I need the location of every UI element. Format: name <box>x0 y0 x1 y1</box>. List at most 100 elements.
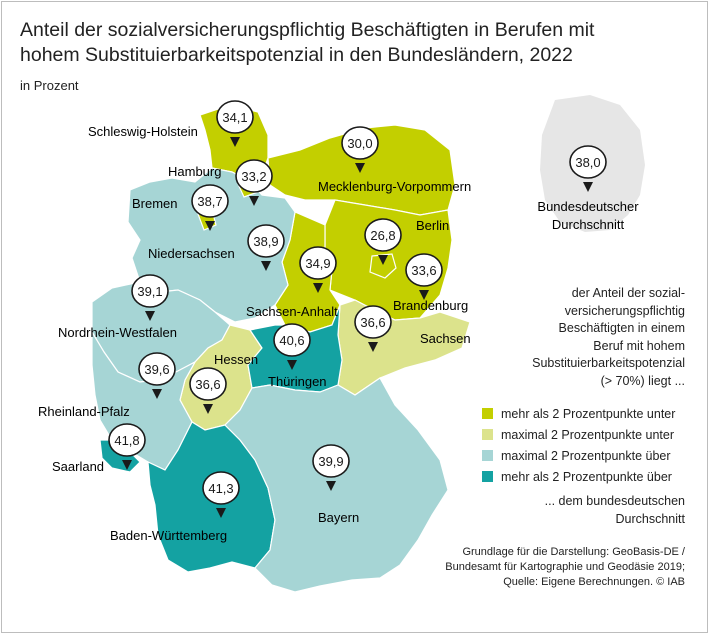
marker-value: 39,6 <box>144 362 169 377</box>
marker-bubble <box>202 471 240 505</box>
value-marker: 41,8 <box>108 423 146 470</box>
value-marker: 33,2 <box>235 159 273 206</box>
marker-pointer <box>249 196 259 206</box>
legend-label: mehr als 2 Prozentpunkte unter <box>501 406 676 421</box>
marker-value: 34,1 <box>222 110 247 125</box>
legend-label: mehr als 2 Prozentpunkte über <box>501 469 672 484</box>
chart-title: Anteil der sozialversicherungspflichtig … <box>20 19 595 66</box>
source-line: Grundlage für die Darstellung: GeoBasis-… <box>462 546 685 558</box>
value-marker: 39,6 <box>138 352 176 399</box>
value-marker: 30,0 <box>341 126 379 173</box>
marker-bubble <box>364 218 402 252</box>
value-markers: 34,1 33,2 30,0 38,7 26,8 38,9 33,6 34,9 39,1 36,6… <box>108 100 607 518</box>
source-line: Bundesamt für Kartographie und Geodäsie … <box>445 561 685 573</box>
marker-pointer <box>152 389 162 399</box>
marker-value: 41,3 <box>208 481 233 496</box>
legend-outro-line: Durchschnitt <box>615 511 685 526</box>
value-marker: 39,1 <box>131 274 169 321</box>
marker-pointer <box>419 290 429 300</box>
marker-value: 33,2 <box>241 169 266 184</box>
source-note: Grundlage für die Darstellung: GeoBasis-… <box>405 545 685 590</box>
state-label: Mecklenburg-Vorpommern <box>318 179 471 194</box>
value-marker: 38,0 <box>569 145 607 192</box>
legend-outro-line: ... dem bundesdeutschen <box>544 494 685 508</box>
state-label: Sachsen-Anhalt <box>246 304 338 319</box>
marker-pointer <box>287 360 297 370</box>
marker-value: 34,9 <box>305 256 330 271</box>
legend-label: maximal 2 Prozentpunkte über <box>501 448 671 463</box>
legend-intro-line: Beruf mit hohem <box>593 338 685 353</box>
state-label: Niedersachsen <box>148 246 235 261</box>
state-label: Berlin <box>416 218 449 233</box>
marker-pointer <box>313 283 323 293</box>
marker-bubble <box>299 246 337 280</box>
state-label: Bremen <box>132 196 178 211</box>
value-marker: 26,8 <box>364 218 402 265</box>
marker-bubble <box>216 100 254 134</box>
state-label: Hessen <box>214 352 258 367</box>
legend-swatch <box>482 471 493 482</box>
legend-intro-line: Substituierbarkeitspotenzial <box>532 356 685 370</box>
value-marker: 34,1 <box>216 100 254 147</box>
region-bayern <box>224 377 449 593</box>
national-label-line2: Durchschnitt <box>552 217 625 232</box>
legend-swatch <box>482 408 493 419</box>
marker-bubble <box>405 253 443 287</box>
national-label-line1: Bundesdeutscher <box>537 199 639 214</box>
legend-intro-line: (> 70%) liegt ... <box>600 373 685 388</box>
marker-value: 36,6 <box>195 377 220 392</box>
unit-label: in Prozent <box>20 78 79 93</box>
marker-value: 39,9 <box>318 454 343 469</box>
legend-item: mehr als 2 Prozentpunkte über <box>482 466 675 487</box>
legend-intro-line: der Anteil der sozial- <box>571 286 685 300</box>
state-label: Schleswig-Holstein <box>88 124 198 139</box>
marker-pointer <box>355 163 365 173</box>
legend-intro: der Anteil der sozial- versicherungspfli… <box>485 285 685 390</box>
state-label: Bayern <box>318 510 359 525</box>
legend-intro-line: Beschäftigten in einem <box>558 321 685 335</box>
legend-swatch <box>482 429 493 440</box>
marker-value: 36,6 <box>360 315 385 330</box>
marker-pointer <box>145 311 155 321</box>
marker-pointer <box>216 508 226 518</box>
marker-bubble <box>235 159 273 193</box>
marker-pointer <box>203 404 213 414</box>
marker-bubble <box>138 352 176 386</box>
marker-bubble <box>569 145 607 179</box>
marker-value: 38,9 <box>253 234 278 249</box>
legend-swatch <box>482 450 493 461</box>
marker-bubble <box>189 367 227 401</box>
state-label: Rheinland-Pfalz <box>38 404 130 419</box>
value-marker: 34,9 <box>299 246 337 293</box>
marker-bubble <box>273 323 311 357</box>
value-marker: 39,9 <box>312 444 350 491</box>
value-marker: 36,6 <box>189 367 227 414</box>
legend-item: maximal 2 Prozentpunkte unter <box>482 424 675 445</box>
state-label: Nordrhein-Westfalen <box>58 325 177 340</box>
value-marker: 33,6 <box>405 253 443 300</box>
legend-outro: ... dem bundesdeutschen Durchschnitt <box>465 493 685 528</box>
marker-pointer <box>326 481 336 491</box>
marker-value: 26,8 <box>370 228 395 243</box>
national-marker-value: 38,0 <box>575 155 600 170</box>
marker-pointer <box>205 221 215 231</box>
marker-value: 33,6 <box>411 263 436 278</box>
legend-label: maximal 2 Prozentpunkte unter <box>501 427 675 442</box>
region-berlin <box>369 253 397 279</box>
marker-pointer <box>261 261 271 271</box>
marker-value: 39,1 <box>137 284 162 299</box>
state-label: Hamburg <box>168 164 221 179</box>
value-marker: 38,7 <box>191 184 229 231</box>
value-marker: 38,9 <box>247 224 285 271</box>
legend: mehr als 2 Prozentpunkte unter maximal 2… <box>482 403 675 487</box>
marker-value: 30,0 <box>347 136 372 151</box>
marker-bubble <box>341 126 379 160</box>
state-labels: Schleswig-Holstein Hamburg Mecklenburg-V… <box>38 124 639 543</box>
value-marker: 41,3 <box>202 471 240 518</box>
legend-item: maximal 2 Prozentpunkte über <box>482 445 675 466</box>
state-label: Thüringen <box>268 374 327 389</box>
source-line: Quelle: Eigene Berechnungen. © IAB <box>503 576 685 588</box>
state-label: Brandenburg <box>393 298 468 313</box>
marker-bubble <box>191 184 229 218</box>
